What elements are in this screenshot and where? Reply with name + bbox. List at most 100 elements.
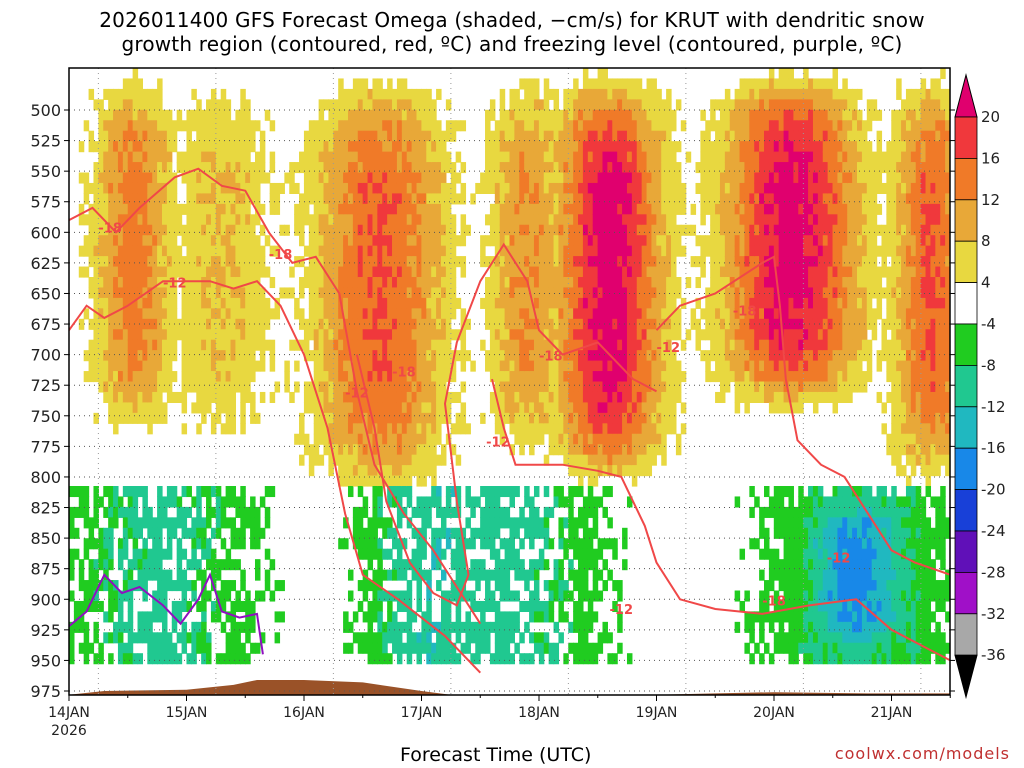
omega-cell-4730	[680, 120, 687, 132]
omega-cell-559	[147, 99, 153, 111]
omega-cell-143	[98, 308, 104, 320]
omega-cell-3631	[548, 402, 555, 414]
omega-cell-2439	[401, 224, 408, 236]
omega-cell-769	[166, 538, 173, 550]
omega-cell-3872	[573, 621, 579, 633]
omega-cell-1399	[245, 611, 251, 623]
omega-cell-1259	[230, 318, 237, 330]
omega-cell-2497	[406, 339, 413, 351]
omega-cell-4693	[671, 256, 677, 268]
omega-cell-4635	[661, 339, 667, 351]
omega-cell-2465	[401, 506, 408, 518]
omega-cell-3234	[504, 569, 511, 581]
omega-cell-1793	[333, 433, 339, 445]
omega-cell-570	[147, 214, 153, 226]
omega-cell-4150	[602, 266, 608, 278]
omega-cell-1918	[347, 569, 354, 581]
omega-cell-3091	[489, 371, 496, 383]
omega-cell-360	[122, 381, 129, 393]
omega-cell-3919	[578, 569, 584, 581]
omega-cell-2737	[431, 308, 437, 320]
omega-cell-2213	[377, 538, 383, 550]
omega-cell-850	[181, 350, 188, 362]
omega-cell-4440	[636, 214, 643, 226]
omega-cell-3164	[499, 224, 506, 236]
omega-cell-251	[113, 151, 119, 163]
omega-cell-997	[201, 214, 207, 226]
omega-cell-1493	[264, 266, 271, 278]
omega-cell-3473	[533, 141, 540, 153]
omega-cell-145	[98, 329, 104, 341]
omega-cell-3829	[573, 120, 579, 132]
omega-cell-391	[127, 235, 134, 247]
omega-cell-1656	[313, 444, 320, 456]
omega-cell-4800	[710, 162, 716, 174]
omega-cell-4957	[734, 350, 741, 362]
omega-cell-174	[103, 245, 109, 257]
omega-cell-61	[88, 130, 95, 142]
omega-cell-762	[166, 371, 173, 383]
omega-cell-4662	[666, 245, 672, 257]
omega-cell-1954	[352, 412, 359, 424]
omega-cell-2259	[382, 444, 388, 456]
omega-cell-395	[127, 277, 134, 289]
omega-cell-4474	[641, 182, 648, 194]
omega-cell-1945	[352, 318, 359, 330]
omega-cell-3035	[480, 632, 486, 644]
omega-cell-4121	[597, 444, 604, 456]
omega-cell-3215	[504, 287, 511, 299]
omega-cell-2864	[445, 277, 452, 289]
omega-cell-3846	[573, 297, 579, 309]
omega-cell-4358	[626, 182, 633, 194]
omega-cell-4586	[656, 182, 662, 194]
omega-cell-2970	[460, 527, 467, 539]
omega-cell-4260	[612, 548, 618, 560]
omega-cell-3381	[524, 141, 530, 153]
omega-cell-983	[196, 600, 202, 612]
omega-cell-2082	[367, 256, 374, 268]
omega-cell-4400	[631, 203, 638, 215]
omega-cell-292	[117, 141, 124, 153]
omega-cell-1295	[235, 235, 241, 247]
omega-cell-62	[88, 141, 95, 153]
omega-cell-189	[103, 486, 109, 498]
omega-cell-4477	[641, 214, 648, 226]
omega-cell-4451	[636, 329, 643, 341]
omega-cell-3474	[533, 151, 540, 163]
omega-cell-3021	[480, 256, 486, 268]
omega-cell-2800	[436, 538, 442, 550]
omega-cell-1281	[230, 642, 237, 654]
omega-cell-2341	[392, 277, 398, 289]
omega-cell-4880	[724, 130, 731, 142]
omega-cell-403	[127, 360, 134, 372]
omega-cell-3374	[519, 653, 525, 665]
omega-cell-1261	[230, 339, 237, 351]
omega-cell-2456	[401, 402, 408, 414]
omega-cell-204	[108, 141, 114, 153]
omega-cell-4030	[587, 611, 594, 623]
omega-cell-3516	[538, 120, 545, 132]
omega-cell-2563	[411, 559, 418, 571]
omega-cell-115	[93, 559, 99, 571]
omega-cell-3725	[558, 538, 564, 550]
omega-cell-4348	[626, 78, 633, 90]
omega-cell-1710	[323, 297, 329, 309]
omega-cell-724	[161, 496, 168, 508]
omega-cell-4950	[734, 277, 741, 289]
omega-cell-4257	[612, 454, 618, 466]
omega-cell-2851	[445, 120, 452, 132]
omega-cell-3011	[475, 580, 481, 592]
omega-cell-3502	[533, 486, 540, 498]
omega-cell-3364	[519, 423, 525, 435]
omega-cell-2504	[406, 412, 413, 424]
omega-cell-28	[78, 506, 85, 518]
omega-cell-4444	[636, 256, 643, 268]
omega-cell-2228	[382, 120, 388, 132]
omega-cell-455	[132, 391, 139, 403]
omega-cell-4131	[602, 68, 608, 80]
omega-cell-990	[201, 141, 207, 153]
omega-cell-479	[137, 182, 144, 194]
omega-cell-175	[103, 256, 109, 268]
omega-cell-1065	[206, 538, 212, 550]
omega-cell-8	[69, 621, 75, 633]
